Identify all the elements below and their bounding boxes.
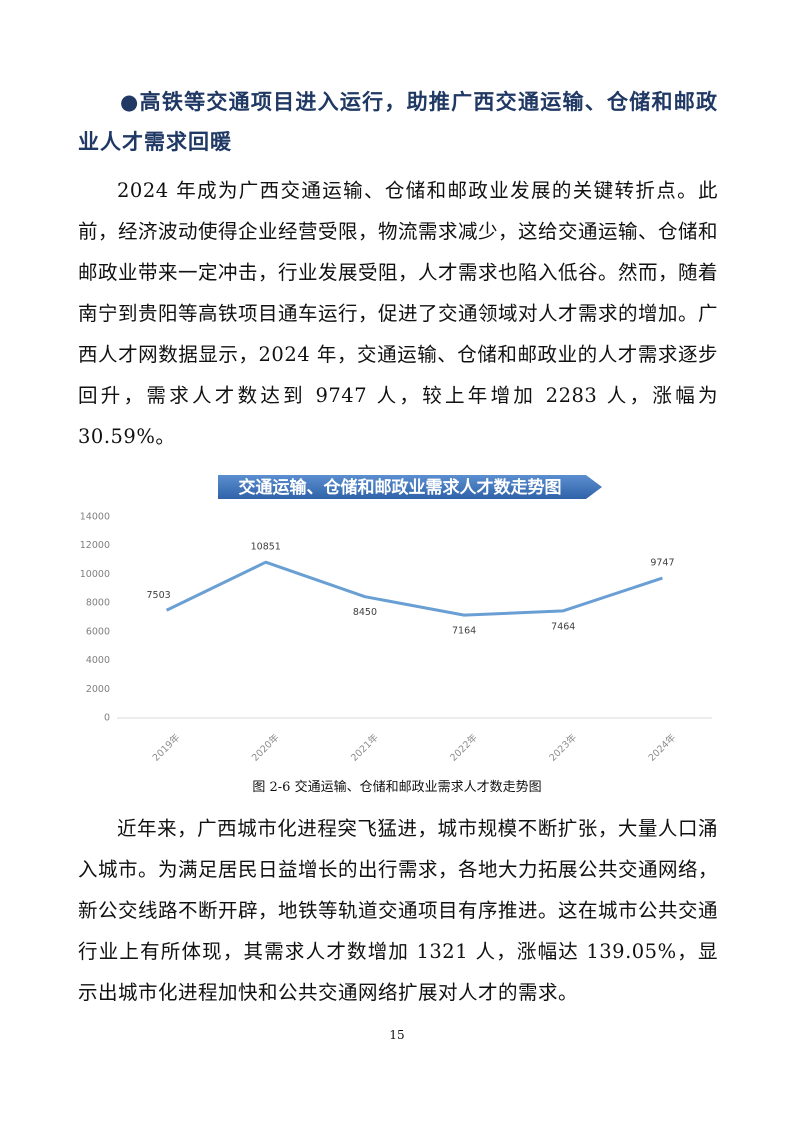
- x-tick-label: 2019年: [150, 731, 183, 764]
- page-number: 15: [389, 1028, 405, 1042]
- chart: 交通运输、仓储和邮政业需求人才数走势图 0 2000 4000 6000 8000 100…: [80, 475, 712, 764]
- figure-caption: 图 2-6 交通运输、仓储和邮政业需求人才数走势图: [252, 780, 542, 795]
- data-label: 7164: [452, 626, 476, 637]
- title-banner: [218, 475, 602, 499]
- data-label: 7503: [146, 590, 170, 601]
- x-tick-label: 2021年: [348, 731, 381, 764]
- section-heading: ●高铁等交通项目进入运行，助推广西交通运输、仓储和邮政业人才需求回暖: [78, 89, 718, 154]
- y-tick-label: 12000: [80, 540, 110, 551]
- y-tick-label: 14000: [80, 512, 110, 523]
- paragraph: 近年来，广西城市化进程突飞猛进，城市规模不断扩张，大量人口涌入城市。为满足居民日…: [78, 817, 719, 1004]
- y-tick-label: 4000: [86, 655, 110, 666]
- x-tick-label: 2022年: [448, 731, 481, 764]
- x-tick-label: 2024年: [646, 731, 679, 764]
- data-label: 7464: [551, 621, 575, 632]
- line-series: [165, 560, 663, 617]
- data-label: 8450: [353, 607, 377, 618]
- x-tick-label: 2023年: [547, 731, 580, 764]
- y-tick-label: 6000: [86, 626, 110, 637]
- chart-title: 交通运输、仓储和邮政业需求人才数走势图: [239, 477, 562, 498]
- y-tick-label: 10000: [80, 569, 110, 580]
- data-label: 10851: [251, 542, 281, 553]
- y-tick-label: 2000: [86, 684, 110, 695]
- y-tick-label: 8000: [86, 598, 110, 609]
- data-label: 9747: [650, 558, 674, 569]
- x-tick-label: 2020年: [249, 731, 282, 764]
- y-tick-label: 0: [104, 713, 110, 724]
- paragraph: 2024 年成为广西交通运输、仓储和邮政业发展的关键转折点。此前，经济波动使得企…: [78, 179, 719, 448]
